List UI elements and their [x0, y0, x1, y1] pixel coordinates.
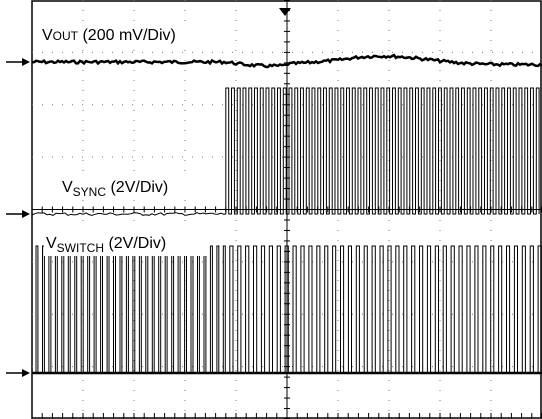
- vsync-trace: [31, 87, 540, 216]
- scope-traces: [31, 53, 542, 375]
- ch3-ground-marker: [6, 369, 30, 377]
- vsync-label: VSYNC (2V/Div): [62, 179, 168, 199]
- vout-label: VOUT (200 mV/Div): [42, 27, 176, 44]
- vout-trace: [31, 53, 542, 69]
- vswitch-label: VSWITCH (2V/Div): [46, 235, 166, 255]
- trigger-marker-icon: [279, 8, 291, 16]
- ch1-ground-marker: [6, 58, 30, 66]
- ch2-ground-marker: [6, 210, 30, 218]
